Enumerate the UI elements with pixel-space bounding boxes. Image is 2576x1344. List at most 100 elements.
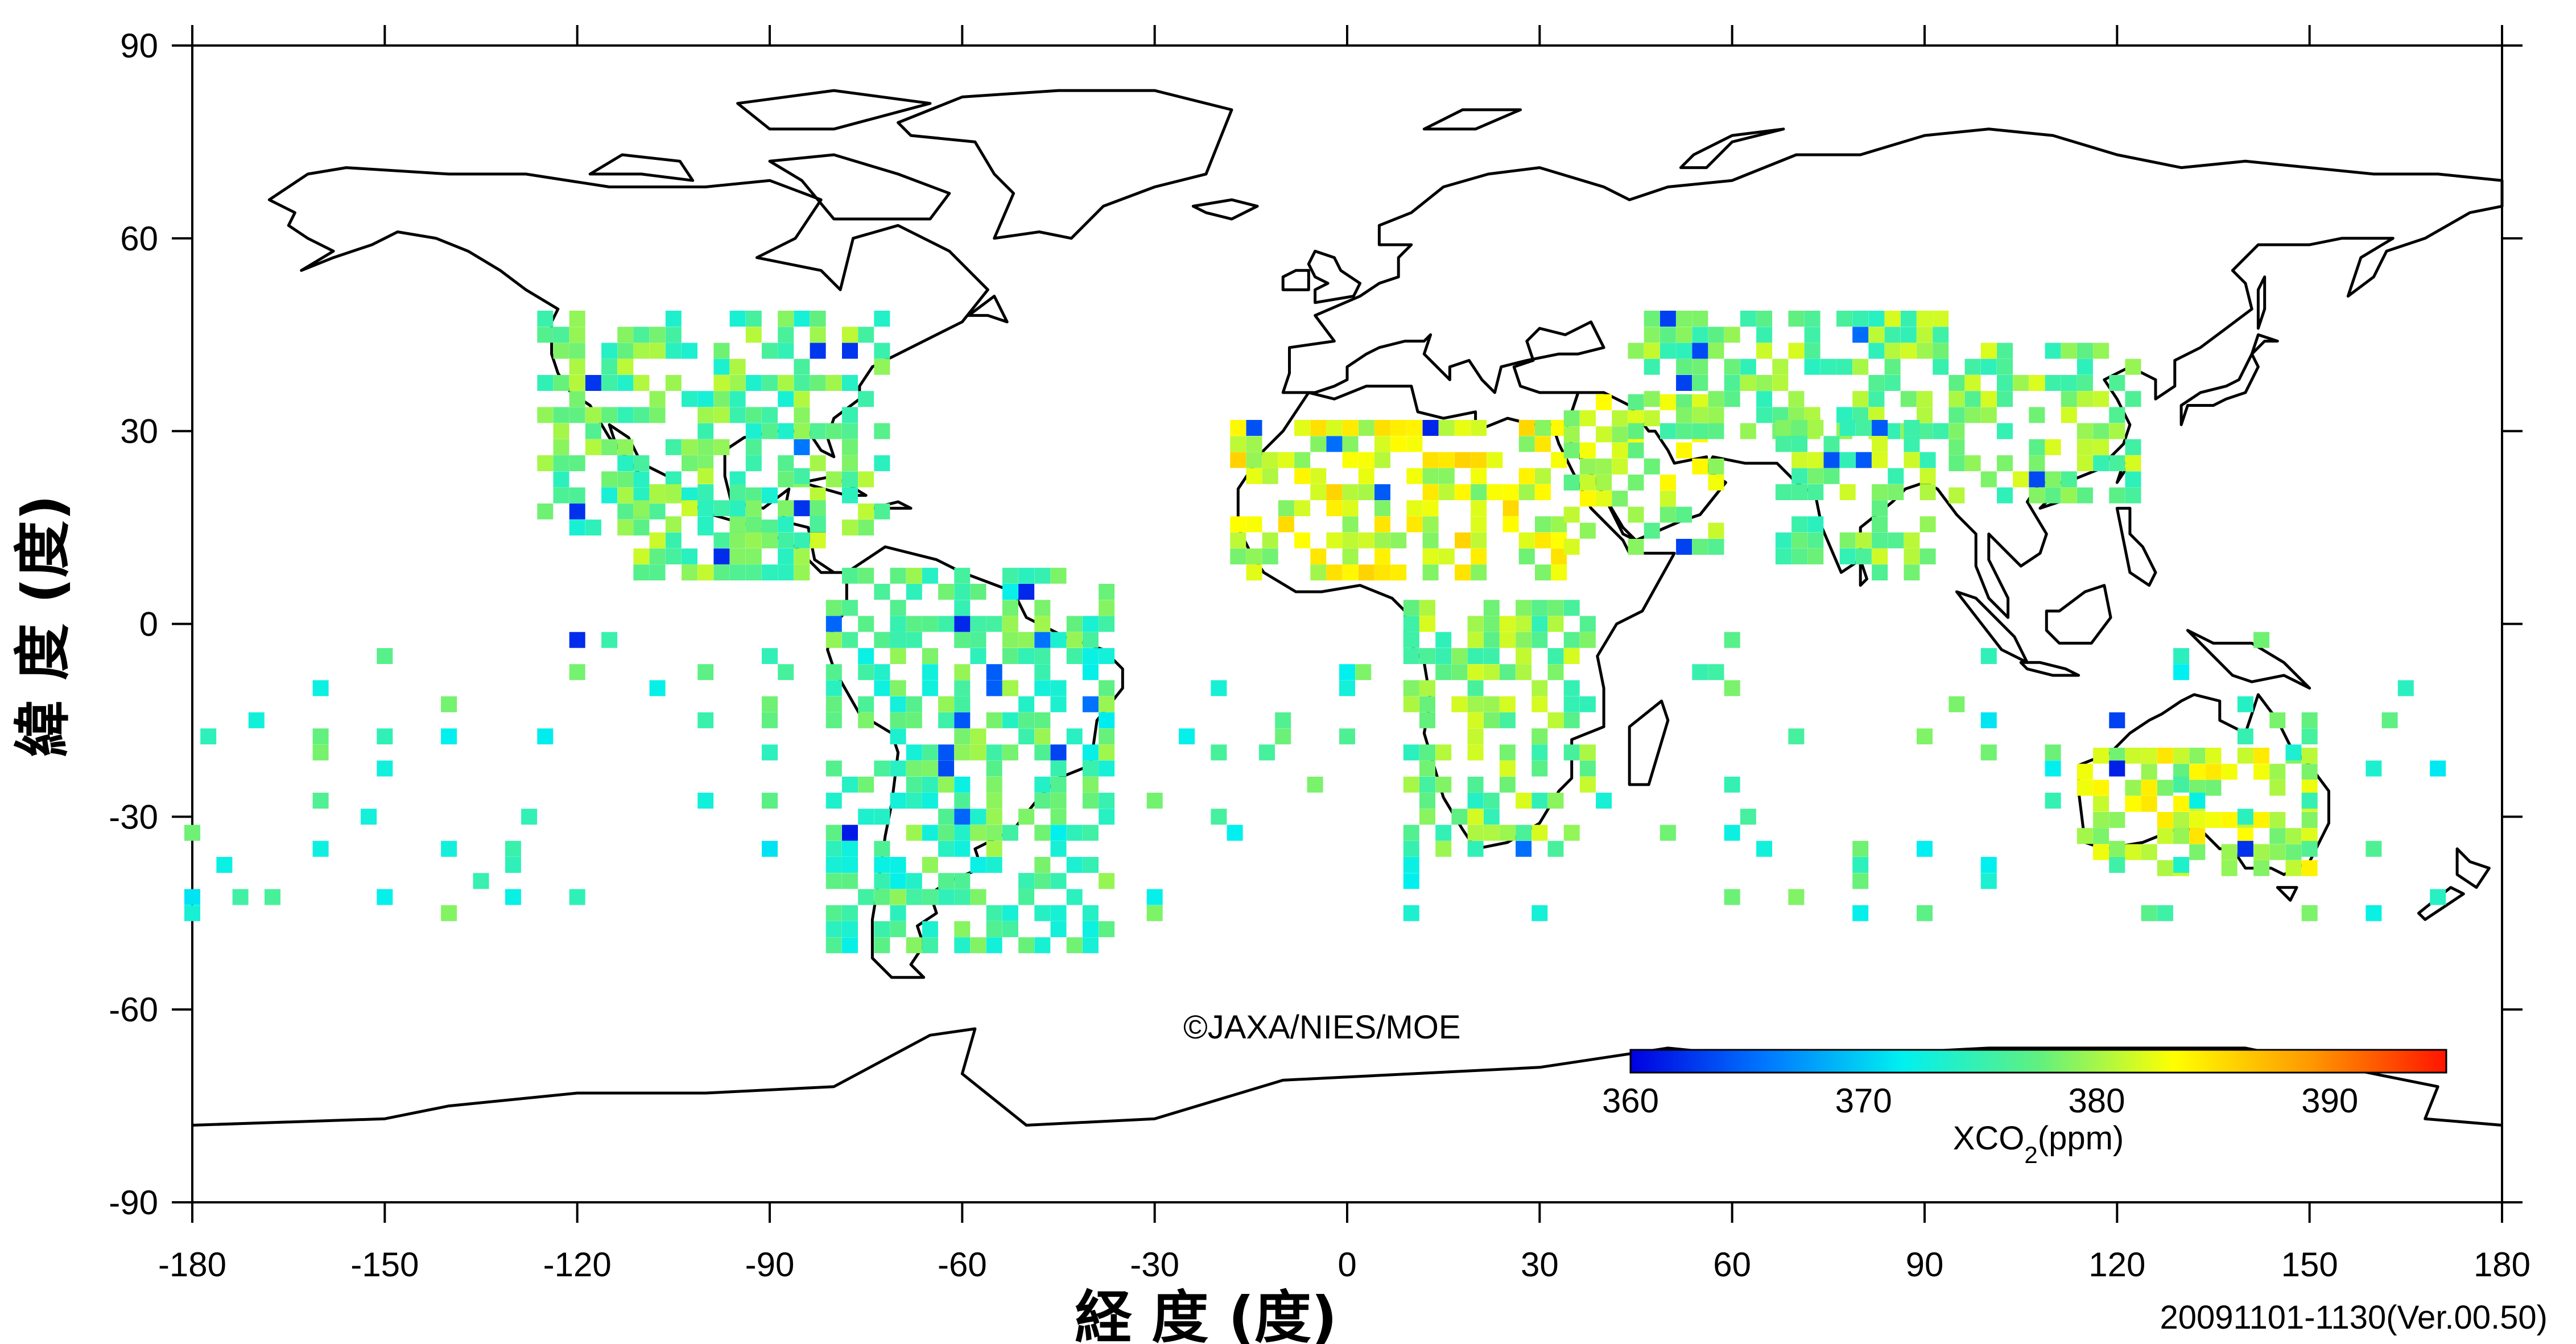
xco2-pixel [922,793,938,809]
xco2-pixel [1788,311,1805,327]
xco2-pixel [1002,567,1018,584]
xco2-pixel [1246,436,1262,452]
coast-newzealand-s [2417,886,2465,921]
xco2-pixel [2157,812,2173,828]
xco2-pixel [1438,484,1455,500]
xco2-pixel [906,793,922,809]
xco2-pixel [665,311,682,327]
xco2-pixel [938,873,955,889]
xco2-pixel [1563,648,1580,664]
xco2-pixel [1483,616,1500,632]
xco2-pixel [1579,696,1596,712]
xco2-pixel [1082,921,1099,937]
xco2-pixel [1804,343,1820,359]
xco2-pixel [1644,410,1660,427]
xco2-pixel [842,471,858,488]
xco2-pixel [1435,840,1452,857]
x-tick-label: -150 [350,1246,419,1284]
xco2-pixel [713,548,730,564]
xco2-pixel [441,728,457,745]
x-tick-label: 120 [2088,1246,2145,1284]
xco2-pixel [890,648,906,664]
xco2-pixel [1483,600,1500,616]
xco2-pixel [745,532,762,549]
xco2-pixel [633,343,650,359]
xco2-pixel [1018,873,1035,889]
xco2-pixel [2173,664,2190,681]
xco2-pixel [874,503,890,520]
xco2-pixel [970,937,986,954]
xco2-pixel [184,824,200,841]
xco2-pixel [682,564,697,581]
xco2-pixel [1964,407,1981,423]
xco2-pixel [874,889,890,905]
xco2-pixel [585,375,601,391]
xco2-pixel [1310,564,1327,581]
xco2-pixel [2173,812,2190,828]
xco2-pixel [1294,452,1311,468]
xco2-pixel [1904,548,1920,564]
xco2-pixel [1708,423,1724,439]
xco2-pixel [970,857,986,873]
xco2-pixel [1579,616,1596,632]
xco2-pixel [1050,840,1067,857]
xco2-pixel [1775,548,1791,564]
xco2-pixel [954,567,971,584]
xco2-pixel [2125,795,2141,812]
xco2-pixel [697,516,714,533]
y-tick-label: 30 [120,413,158,451]
xco2-pixel [778,375,794,391]
xco2-pixel [1775,484,1791,500]
xco2-pixel [713,358,730,375]
xco2-pixel [1807,452,1824,468]
xco2-pixel [1692,358,1708,375]
xco2-pixel [1099,696,1115,712]
xco2-pixel [2061,343,2077,359]
xco2-pixel [922,616,938,632]
xco2-pixel [1676,358,1692,375]
xco2-pixel [890,857,906,873]
xco2-pixel [1146,905,1163,921]
xco2-pixel [1082,616,1099,632]
xco2-pixel [1262,532,1278,549]
xco2-pixel [858,809,874,825]
xco2-pixel [1551,564,1567,581]
xco2-pixel [1374,532,1390,549]
xco2-pixel [1467,664,1484,681]
xco2-pixel [1884,343,1901,359]
xco2-pixel [1917,728,1933,745]
xco2-pixel [1390,420,1407,436]
xco2-pixel [1596,490,1612,507]
xco2-pixel [922,857,938,873]
xco2-pixel [682,343,697,359]
xco2-pixel [1933,311,1949,327]
xco2-pixel [794,548,810,564]
xco2-pixel [2205,764,2222,780]
xco2-pixel [1422,484,1439,500]
xco2-pixel [2285,744,2302,761]
xco2-pixel [1467,809,1484,825]
xco2-pixel [1997,391,2013,407]
xco2-pixel [617,439,634,455]
xco2-pixel [2045,744,2061,761]
xco2-pixel [1246,420,1262,436]
xco2-pixel [794,532,810,549]
xco2-pixel [1740,375,1756,391]
xco2-pixel [2237,748,2253,764]
xco2-pixel [1628,394,1644,410]
xco2-pixel [922,648,938,664]
xco2-pixel [649,343,666,359]
xco2-pixel [1499,616,1516,632]
xco2-pixel [569,889,585,905]
colorbar-tick-label: 380 [2068,1082,2125,1120]
xco2-pixel [1676,327,1692,343]
xco2-pixel [1082,664,1099,681]
xco2-pixel [1419,744,1435,761]
xco2-pixel [2366,840,2382,857]
xco2-pixel [1997,358,2013,375]
xco2-pixel [682,455,697,472]
xco2-pixel [1403,680,1419,696]
xco2-pixel [1724,375,1740,391]
xco2-pixel [713,375,730,391]
xco2-pixel [810,532,826,549]
